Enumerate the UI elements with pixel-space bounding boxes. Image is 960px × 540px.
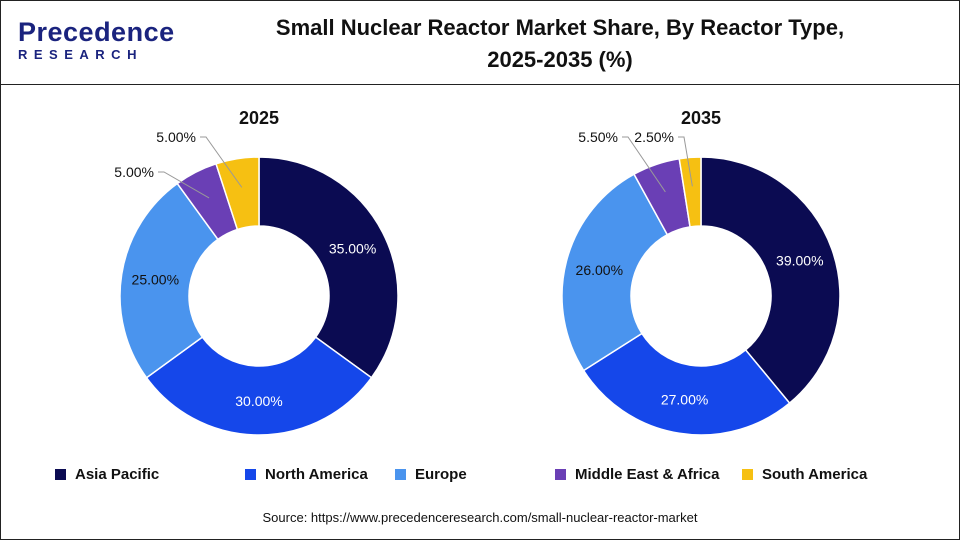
logo-line2: RESEARCH <box>18 47 143 62</box>
donut-slice-south-america <box>678 156 702 228</box>
donut-title: 2025 <box>239 108 279 128</box>
donut-slice-europe <box>119 182 219 379</box>
legend-label: Middle East & Africa <box>575 466 720 483</box>
data-label: 26.00% <box>576 262 623 278</box>
leader-line <box>622 136 666 193</box>
donut-slice-north-america <box>145 336 373 436</box>
data-label: 5.00% <box>114 164 154 180</box>
header: Precedence RESEARCH Small Nuclear Reacto… <box>0 0 960 85</box>
precedence-research-logo: Precedence RESEARCH <box>18 17 175 62</box>
data-label: 5.00% <box>156 129 196 145</box>
legend-item-europe: Europe <box>395 466 467 483</box>
leader-line <box>158 171 210 199</box>
donut-slice-north-america <box>582 332 791 436</box>
data-label: 35.00% <box>329 240 376 256</box>
data-label: 30.00% <box>235 393 282 409</box>
data-label: 2.50% <box>634 129 674 145</box>
legend-swatch <box>742 469 753 480</box>
legend-label: North America <box>265 466 368 483</box>
title-line2: 2025-2035 (%) <box>487 47 633 72</box>
chart-title: Small Nuclear Reactor Market Share, By R… <box>200 12 920 76</box>
legend-label: Asia Pacific <box>75 466 160 483</box>
donut-slice-asia-pacific <box>700 156 841 405</box>
legend-item-middle-east-africa: Middle East & Africa <box>555 466 719 483</box>
legend-swatch <box>555 469 566 480</box>
legend-item-asia-pacific: Asia Pacific <box>55 466 159 483</box>
legend-swatch <box>55 469 66 480</box>
legend-item-north-america: North America <box>245 466 368 483</box>
title-line1: Small Nuclear Reactor Market Share, By R… <box>275 15 845 40</box>
leader-line <box>678 136 693 187</box>
source-note: Source: https://www.precedenceresearch.c… <box>262 510 698 525</box>
leader-line <box>200 136 243 188</box>
data-label: 25.00% <box>132 272 179 288</box>
logo-line1: Precedence <box>18 17 175 47</box>
legend-label: South America <box>762 466 868 483</box>
donut-slice-asia-pacific <box>258 156 399 379</box>
data-label: 5.50% <box>578 129 618 145</box>
legend-swatch <box>395 469 406 480</box>
donut-slice-europe <box>561 173 669 372</box>
legend-swatch <box>245 469 256 480</box>
legend: Asia Pacific North America Europe Middle… <box>0 466 960 486</box>
donut-slice-south-america <box>215 156 260 231</box>
data-label: 27.00% <box>661 392 708 408</box>
data-label: 39.00% <box>776 252 823 268</box>
legend-label: Europe <box>415 466 467 483</box>
donut-title: 2035 <box>681 108 721 128</box>
legend-item-south-america: South America <box>742 466 867 483</box>
